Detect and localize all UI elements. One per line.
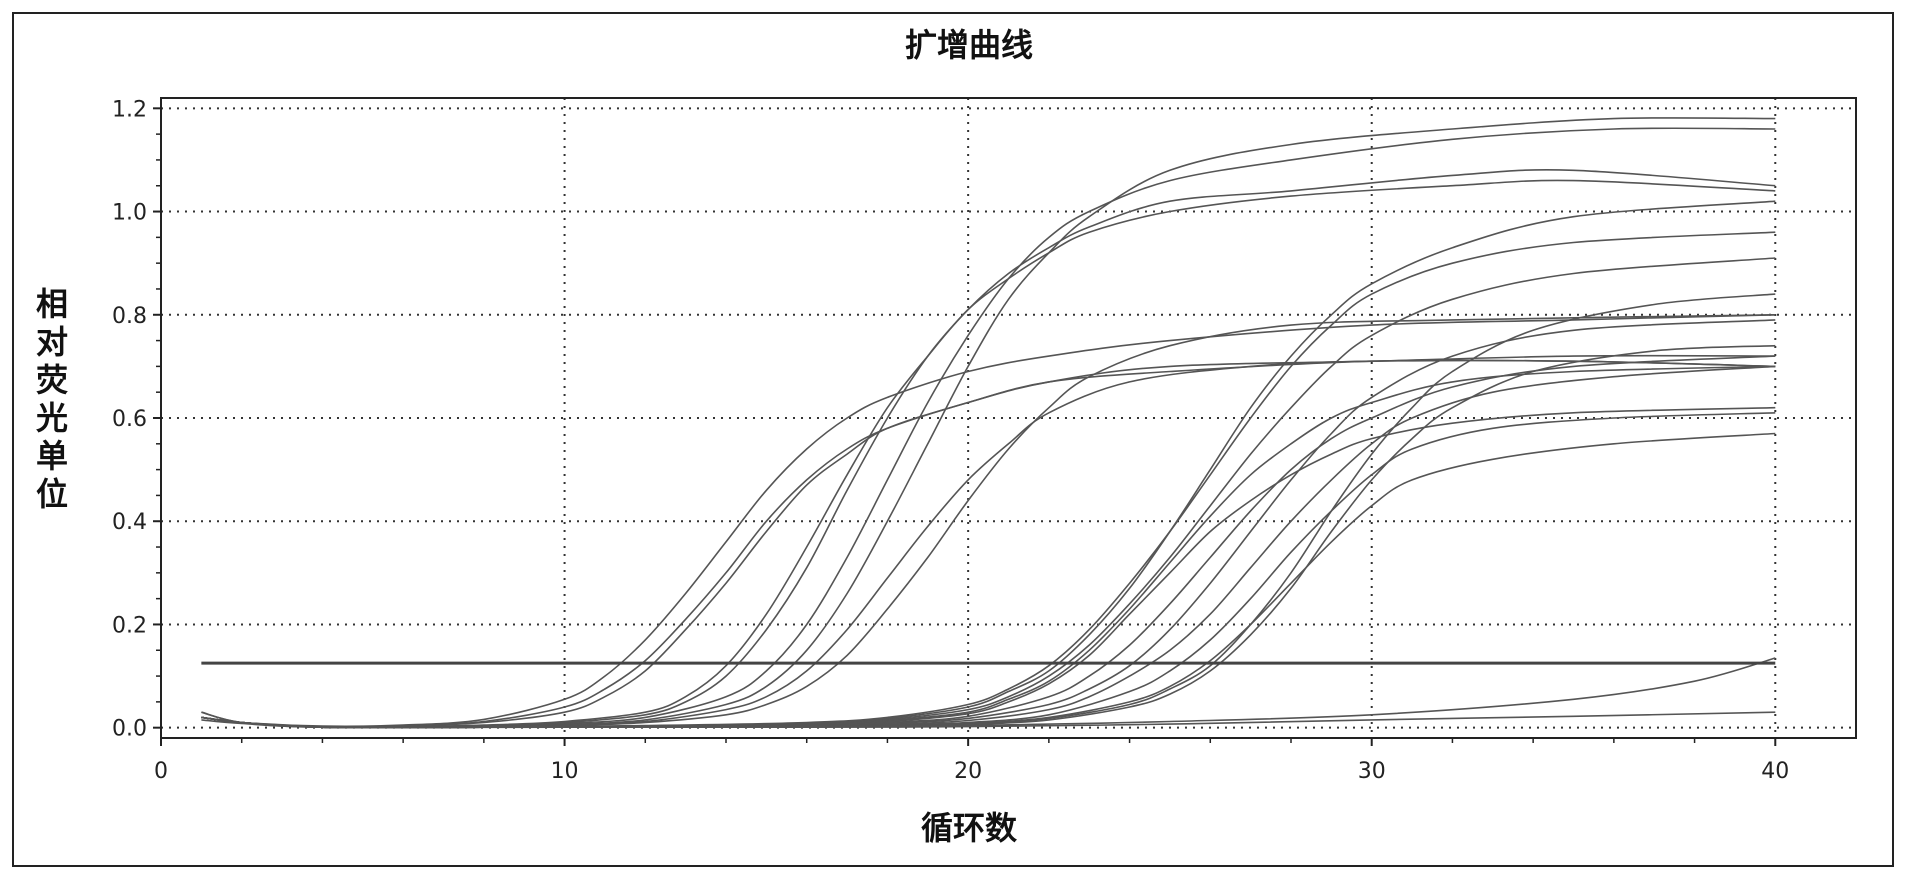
y-tick-label: 0.2: [112, 613, 147, 638]
series-line-1: [201, 314, 1776, 728]
x-tick-label: 0: [154, 759, 168, 784]
series-line-19: [201, 432, 1776, 729]
series-line-23: [201, 711, 1776, 729]
y-axis-label-char: 单: [36, 437, 68, 475]
y-axis-label-char: 对: [36, 323, 68, 361]
series-line-2: [201, 354, 1776, 728]
y-axis-label-char: 荧: [36, 361, 68, 399]
y-tick-label: 0.6: [112, 407, 147, 432]
series-line-21: [201, 344, 1776, 729]
series-group: [201, 117, 1776, 729]
x-tick-label: 10: [551, 759, 579, 784]
series-line-4: [201, 179, 1776, 729]
series-line-16: [201, 319, 1776, 729]
series-line-13: [201, 365, 1776, 729]
series-line-5: [201, 169, 1776, 729]
x-tick-label: 40: [1761, 759, 1789, 784]
y-axis-label: 相对荧光单位: [36, 285, 68, 513]
y-tick-label: 1.2: [112, 97, 147, 122]
y-axis-label-char: 光: [36, 399, 68, 437]
series-line-9: [201, 314, 1776, 729]
y-axis-label-char: 位: [36, 475, 68, 513]
series-line-15: [201, 355, 1776, 729]
series-line-6: [201, 127, 1776, 729]
chart-title: 扩增曲线: [905, 26, 1033, 64]
series-line-11: [201, 200, 1776, 729]
y-tick-label: 0.4: [112, 510, 147, 535]
ticks: 0 10 20 30 40 0.0 0.2 0.4 0.6 0.8 1.0 1.2: [112, 97, 1789, 784]
x-tick-label: 30: [1358, 759, 1386, 784]
x-tick-label: 20: [954, 759, 982, 784]
x-axis-label: 循环数: [921, 809, 1018, 847]
y-tick-label: 1.0: [112, 201, 147, 226]
y-tick-label: 0.8: [112, 304, 147, 329]
series-line-8: [201, 359, 1776, 729]
y-axis-label-char: 相: [36, 285, 68, 323]
series-line-17: [201, 365, 1776, 729]
series-line-14: [201, 406, 1776, 729]
y-tick-label: 0.0: [112, 717, 147, 742]
